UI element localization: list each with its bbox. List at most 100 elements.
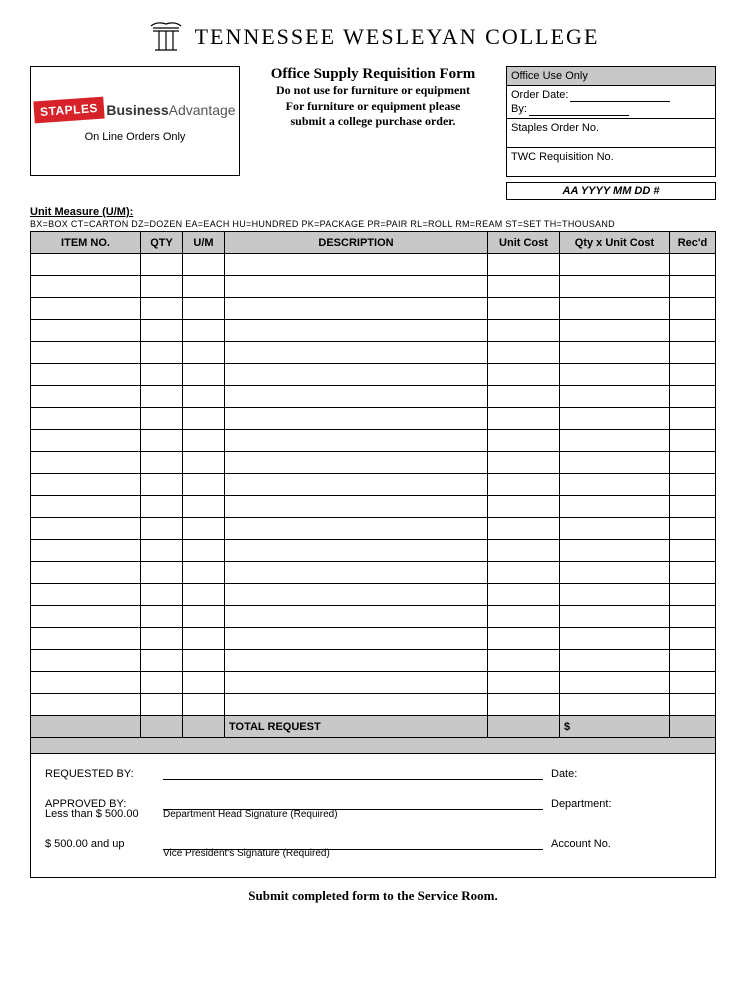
table-cell[interactable] bbox=[560, 540, 670, 562]
table-cell[interactable] bbox=[31, 430, 141, 452]
table-cell[interactable] bbox=[488, 672, 560, 694]
table-cell[interactable] bbox=[183, 584, 225, 606]
table-row[interactable] bbox=[31, 254, 716, 276]
table-cell[interactable] bbox=[488, 342, 560, 364]
table-cell[interactable] bbox=[670, 672, 716, 694]
table-cell[interactable] bbox=[560, 606, 670, 628]
table-cell[interactable] bbox=[31, 496, 141, 518]
table-cell[interactable] bbox=[141, 408, 183, 430]
table-row[interactable] bbox=[31, 672, 716, 694]
table-cell[interactable] bbox=[488, 562, 560, 584]
table-cell[interactable] bbox=[560, 650, 670, 672]
table-cell[interactable] bbox=[670, 606, 716, 628]
table-cell[interactable] bbox=[670, 496, 716, 518]
table-cell[interactable] bbox=[183, 298, 225, 320]
table-cell[interactable] bbox=[183, 276, 225, 298]
table-cell[interactable] bbox=[183, 474, 225, 496]
table-cell[interactable] bbox=[141, 386, 183, 408]
table-cell[interactable] bbox=[225, 430, 488, 452]
table-row[interactable] bbox=[31, 628, 716, 650]
table-row[interactable] bbox=[31, 298, 716, 320]
table-cell[interactable] bbox=[183, 672, 225, 694]
table-cell[interactable] bbox=[560, 364, 670, 386]
table-row[interactable] bbox=[31, 408, 716, 430]
table-cell[interactable] bbox=[670, 276, 716, 298]
table-cell[interactable] bbox=[141, 254, 183, 276]
table-cell[interactable] bbox=[225, 562, 488, 584]
table-cell[interactable] bbox=[183, 694, 225, 716]
table-cell[interactable] bbox=[670, 474, 716, 496]
table-row[interactable] bbox=[31, 584, 716, 606]
table-cell[interactable] bbox=[488, 276, 560, 298]
table-cell[interactable] bbox=[560, 694, 670, 716]
table-cell[interactable] bbox=[225, 386, 488, 408]
table-cell[interactable] bbox=[141, 628, 183, 650]
table-row[interactable] bbox=[31, 474, 716, 496]
table-cell[interactable] bbox=[560, 672, 670, 694]
table-cell[interactable] bbox=[670, 452, 716, 474]
table-cell[interactable] bbox=[141, 672, 183, 694]
table-cell[interactable] bbox=[560, 320, 670, 342]
table-cell[interactable] bbox=[488, 254, 560, 276]
table-cell[interactable] bbox=[225, 408, 488, 430]
table-cell[interactable] bbox=[31, 364, 141, 386]
table-cell[interactable] bbox=[488, 540, 560, 562]
table-cell[interactable] bbox=[31, 694, 141, 716]
table-row[interactable] bbox=[31, 540, 716, 562]
table-cell[interactable] bbox=[183, 408, 225, 430]
table-cell[interactable] bbox=[488, 386, 560, 408]
table-cell[interactable] bbox=[183, 364, 225, 386]
table-cell[interactable] bbox=[488, 496, 560, 518]
table-row[interactable] bbox=[31, 650, 716, 672]
table-cell[interactable] bbox=[141, 342, 183, 364]
table-cell[interactable] bbox=[560, 496, 670, 518]
table-cell[interactable] bbox=[670, 584, 716, 606]
table-cell[interactable] bbox=[670, 540, 716, 562]
table-cell[interactable] bbox=[225, 672, 488, 694]
table-cell[interactable] bbox=[488, 474, 560, 496]
table-cell[interactable] bbox=[225, 254, 488, 276]
table-cell[interactable] bbox=[670, 518, 716, 540]
table-cell[interactable] bbox=[31, 474, 141, 496]
table-cell[interactable] bbox=[141, 694, 183, 716]
table-cell[interactable] bbox=[670, 298, 716, 320]
table-row[interactable] bbox=[31, 364, 716, 386]
table-cell[interactable] bbox=[141, 496, 183, 518]
table-row[interactable] bbox=[31, 386, 716, 408]
table-cell[interactable] bbox=[183, 320, 225, 342]
table-cell[interactable] bbox=[560, 276, 670, 298]
table-cell[interactable] bbox=[225, 540, 488, 562]
table-cell[interactable] bbox=[183, 452, 225, 474]
table-cell[interactable] bbox=[560, 584, 670, 606]
table-cell[interactable] bbox=[670, 254, 716, 276]
table-cell[interactable] bbox=[183, 342, 225, 364]
table-cell[interactable] bbox=[225, 496, 488, 518]
table-cell[interactable] bbox=[183, 518, 225, 540]
table-cell[interactable] bbox=[488, 320, 560, 342]
table-cell[interactable] bbox=[31, 320, 141, 342]
table-cell[interactable] bbox=[488, 298, 560, 320]
table-cell[interactable] bbox=[183, 562, 225, 584]
table-cell[interactable] bbox=[225, 320, 488, 342]
requested-by-line[interactable] bbox=[163, 764, 543, 780]
table-cell[interactable] bbox=[670, 430, 716, 452]
table-cell[interactable] bbox=[141, 320, 183, 342]
table-row[interactable] bbox=[31, 452, 716, 474]
table-cell[interactable] bbox=[560, 254, 670, 276]
dept-head-sig-line[interactable] bbox=[163, 794, 543, 810]
table-cell[interactable] bbox=[31, 650, 141, 672]
table-cell[interactable] bbox=[560, 562, 670, 584]
table-cell[interactable] bbox=[183, 430, 225, 452]
table-cell[interactable] bbox=[560, 408, 670, 430]
table-cell[interactable] bbox=[670, 364, 716, 386]
table-cell[interactable] bbox=[183, 650, 225, 672]
table-cell[interactable] bbox=[560, 430, 670, 452]
table-cell[interactable] bbox=[488, 628, 560, 650]
table-cell[interactable] bbox=[141, 518, 183, 540]
table-cell[interactable] bbox=[488, 430, 560, 452]
table-cell[interactable] bbox=[183, 496, 225, 518]
table-cell[interactable] bbox=[225, 452, 488, 474]
table-cell[interactable] bbox=[31, 452, 141, 474]
table-row[interactable] bbox=[31, 518, 716, 540]
table-row[interactable] bbox=[31, 320, 716, 342]
